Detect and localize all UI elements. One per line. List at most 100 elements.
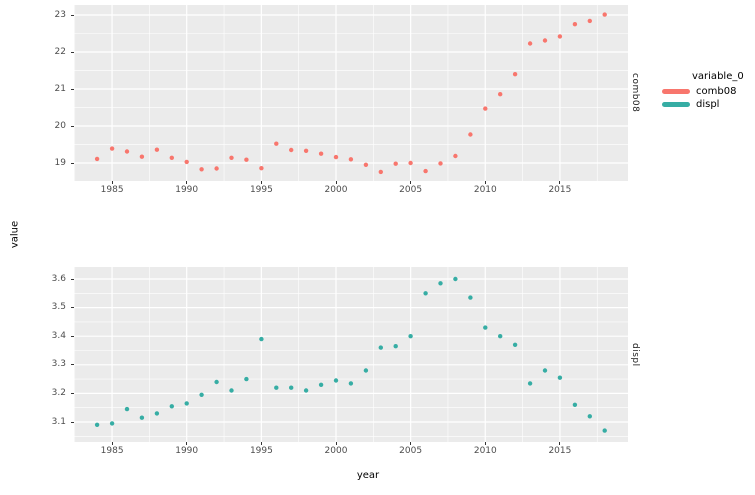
data-point-comb08-2007: [438, 161, 443, 166]
y-tick-label: 19: [54, 157, 66, 168]
data-point-displ-2010: [483, 325, 488, 330]
panel-comb08: [74, 5, 628, 181]
data-point-comb08-2018: [602, 12, 607, 17]
data-point-comb08-2016: [572, 22, 578, 27]
legend-entry-comb08: comb08: [662, 85, 744, 98]
legend-key-displ: [662, 102, 690, 107]
data-point-comb08-2001: [348, 157, 354, 162]
data-point-displ-2004: [393, 344, 398, 349]
facet-strip-comb08: comb08: [628, 5, 642, 181]
legend-title: variable_0: [692, 71, 744, 82]
y-tick-mark: [71, 307, 74, 309]
data-point-comb08-2006: [423, 168, 428, 174]
data-point-comb08-1994: [244, 157, 249, 162]
data-point-displ-1997: [289, 385, 294, 390]
x-tick-mark: [559, 181, 561, 184]
y-tick-mark: [71, 278, 74, 280]
x-tick-mark: [484, 181, 486, 184]
data-point-comb08-2008: [453, 153, 458, 159]
x-tick-mark: [335, 442, 337, 445]
data-point-comb08-2005: [408, 160, 413, 166]
x-tick-mark: [111, 181, 113, 184]
x-tick-label: 2010: [473, 446, 497, 456]
x-tick-label: 2005: [399, 446, 423, 456]
data-point-comb08-2010: [483, 106, 488, 111]
x-tick-mark: [410, 181, 412, 184]
data-point-displ-1994: [244, 376, 249, 382]
data-point-displ-2016: [572, 402, 578, 407]
facet-strip-displ: displ: [628, 267, 642, 442]
x-tick-mark: [335, 181, 337, 184]
x-tick-label: 2000: [324, 185, 348, 195]
data-point-comb08-1998: [303, 148, 309, 153]
data-point-comb08-1997: [289, 147, 294, 153]
data-point-comb08-1984: [94, 156, 100, 162]
legend-entry-displ: displ: [662, 98, 744, 111]
legend: variable_0 comb08 displ: [662, 71, 744, 111]
y-axis-title: value: [9, 220, 21, 249]
y-tick-mark: [71, 335, 74, 337]
data-point-displ-2012: [512, 342, 518, 347]
facet-strip-label: comb08: [630, 73, 640, 113]
legend-entries: comb08 displ: [662, 85, 744, 111]
data-point-displ-1986: [124, 406, 130, 412]
y-tick-label: 22: [54, 46, 66, 57]
data-point-displ-2003: [378, 345, 383, 350]
data-point-comb08-2014: [542, 38, 548, 43]
data-point-displ-2002: [363, 368, 369, 373]
data-point-displ-1996: [274, 385, 279, 390]
x-tick-label: 1985: [100, 185, 124, 195]
data-point-displ-2007: [438, 281, 443, 286]
data-point-displ-2008: [453, 276, 458, 282]
data-point-comb08-1986: [124, 149, 130, 154]
x-axis-title: year: [356, 470, 380, 481]
data-point-comb08-2004: [393, 161, 398, 166]
data-point-displ-2000: [333, 378, 339, 383]
y-tick-mark: [71, 125, 74, 127]
data-point-comb08-1987: [139, 154, 145, 159]
facet-strip-label: displ: [630, 342, 640, 367]
data-point-displ-1991: [199, 392, 204, 397]
data-point-displ-1988: [154, 411, 160, 416]
scatter-plot-displ: [74, 267, 628, 442]
data-point-comb08-1993: [229, 155, 234, 160]
data-point-comb08-1985: [109, 146, 115, 151]
x-tick-label: 2005: [399, 185, 423, 195]
data-point-comb08-2002: [363, 162, 369, 167]
scatter-plot-comb08: [74, 5, 628, 181]
data-point-comb08-2015: [557, 34, 563, 39]
data-point-comb08-2003: [378, 169, 383, 175]
data-point-comb08-2012: [512, 72, 518, 77]
y-tick-label: 3.5: [51, 302, 66, 313]
x-tick-mark: [410, 442, 412, 445]
data-point-comb08-1990: [184, 159, 189, 165]
x-tick-mark: [559, 442, 561, 445]
data-point-comb08-2011: [498, 92, 503, 97]
data-point-comb08-2009: [468, 132, 473, 137]
data-point-displ-1998: [303, 388, 309, 393]
y-tick-mark: [71, 421, 74, 423]
legend-entry-label: displ: [696, 99, 720, 110]
x-tick-mark: [260, 442, 262, 445]
legend-key-comb08: [662, 89, 690, 94]
data-point-comb08-2013: [527, 41, 533, 46]
data-point-displ-1999: [318, 382, 324, 387]
panel-displ: [74, 267, 628, 442]
x-tick-label: 2000: [324, 446, 348, 456]
x-tick-label: 2015: [548, 185, 572, 195]
data-point-displ-2015: [557, 375, 563, 380]
data-point-displ-2014: [542, 368, 548, 373]
y-tick-mark: [71, 14, 74, 16]
data-point-comb08-1989: [169, 155, 174, 160]
data-point-comb08-1996: [274, 141, 279, 146]
y-tick-mark: [71, 51, 74, 53]
y-tick-mark: [71, 88, 74, 90]
x-tick-label: 1995: [249, 446, 273, 456]
data-point-displ-2018: [602, 428, 607, 433]
data-point-displ-2001: [348, 381, 354, 386]
data-point-displ-2017: [587, 414, 592, 419]
y-tick-label: 3.1: [51, 416, 66, 427]
data-point-displ-1992: [214, 379, 219, 385]
data-point-displ-1995: [259, 336, 264, 342]
